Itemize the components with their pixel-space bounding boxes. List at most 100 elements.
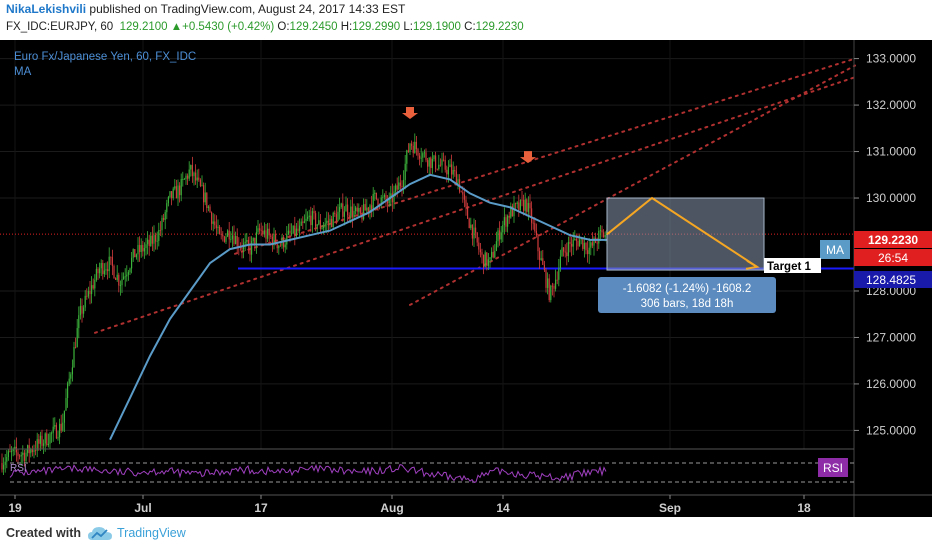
candle-body (255, 232, 257, 246)
candle-body (81, 305, 83, 314)
candle-body (468, 218, 470, 229)
candle-body (345, 204, 347, 212)
candle-body (14, 446, 16, 449)
candle-body (385, 195, 387, 201)
measure-info-bg (598, 277, 776, 313)
candle-body (396, 185, 398, 190)
ma-tag: MA (826, 243, 844, 257)
candle-body (462, 191, 464, 195)
candle-body (198, 177, 200, 180)
candle-body (44, 433, 46, 444)
candle-body (311, 211, 313, 226)
candle-body (315, 213, 317, 227)
candle-body (404, 163, 406, 180)
candle-body (126, 274, 128, 277)
candle-body (348, 215, 350, 217)
chart-area[interactable]: Euro Fx/Japanese Yen, 60, FX_IDC MA MA T… (0, 40, 932, 517)
y-tick-label: 125.0000 (866, 423, 916, 437)
open-value: 129.2450 (289, 21, 338, 33)
candle-body (542, 258, 544, 265)
high-label: H: (340, 21, 353, 33)
candle-body (471, 224, 473, 239)
candle-body (524, 199, 526, 211)
candle-body (78, 315, 80, 329)
candle-body (340, 203, 342, 208)
candle-body (417, 149, 419, 156)
indicator-title: MA (14, 66, 32, 78)
author-link[interactable]: NikaLekishvili (6, 2, 87, 16)
candle-body (57, 437, 59, 439)
candle-body (449, 164, 451, 168)
candle-body (147, 239, 149, 245)
candle-body (135, 254, 137, 258)
candle-body (367, 207, 369, 211)
x-tick-label: Aug (380, 501, 403, 515)
candle-body (156, 240, 158, 242)
candle-body (526, 199, 528, 212)
candle-body (169, 191, 171, 198)
candle-body (547, 278, 549, 288)
candle-body (49, 433, 51, 444)
candle-body (195, 172, 197, 181)
candle-body (443, 159, 445, 161)
candle-body (145, 244, 147, 249)
price-axis[interactable]: 133.0000132.0000131.0000130.0000128.0000… (854, 52, 916, 438)
candle-body (70, 374, 72, 379)
measure-box[interactable] (606, 197, 765, 271)
candle-body (355, 207, 357, 211)
candle-body (111, 257, 113, 266)
candle-body (519, 199, 521, 211)
candle-body (121, 279, 123, 286)
candle-body (545, 270, 547, 288)
candle-body (483, 254, 485, 268)
candle-body (185, 175, 187, 179)
candle-body (407, 150, 409, 152)
candle-body (129, 268, 131, 273)
x-tick-label: Jul (134, 501, 151, 515)
candle-body (235, 236, 237, 245)
candle-body (415, 141, 417, 150)
candle-body (164, 212, 166, 220)
candle-body (278, 245, 280, 249)
tradingview-link[interactable]: TradingView (117, 526, 186, 540)
candle-body (215, 225, 217, 228)
candle-body (503, 217, 505, 226)
candle-body (47, 443, 49, 446)
candle-body (591, 242, 593, 246)
price-change: +0.5430 (+0.42%) (182, 21, 275, 33)
candle-body (419, 155, 421, 159)
candle-body (79, 305, 81, 316)
candle-body (199, 179, 201, 186)
candle-body (225, 236, 227, 242)
candle-body (427, 160, 429, 167)
time-axis[interactable]: 19 Jul 17 Aug 14 Sep 18 (8, 495, 811, 515)
candle-body (553, 285, 555, 289)
candle-body (143, 248, 145, 252)
projection-path (606, 196, 760, 270)
candle-body (572, 239, 574, 247)
candle-body (119, 285, 121, 286)
candle-body (65, 397, 67, 411)
candle-body (559, 256, 561, 269)
candle-body (236, 236, 238, 246)
candle-body (299, 225, 301, 231)
candle-body (455, 171, 457, 186)
candle-body (371, 205, 373, 211)
y-tick-label: 127.0000 (866, 330, 916, 344)
candle-body (227, 230, 229, 237)
price-chart[interactable]: Euro Fx/Japanese Yen, 60, FX_IDC MA MA T… (0, 40, 932, 517)
candle-body (508, 215, 510, 218)
candle-body (294, 225, 296, 237)
candle-body (260, 230, 262, 232)
candle-body (273, 234, 275, 246)
candle-body (87, 291, 89, 297)
candle-body (422, 153, 424, 158)
candle-body (131, 257, 133, 269)
candle-body (540, 258, 542, 260)
candle-body (46, 433, 48, 446)
candle-body (190, 165, 192, 170)
candle-body (505, 217, 507, 227)
channel-line (234, 57, 856, 255)
candle-body (510, 206, 512, 218)
candle-body (259, 228, 261, 231)
